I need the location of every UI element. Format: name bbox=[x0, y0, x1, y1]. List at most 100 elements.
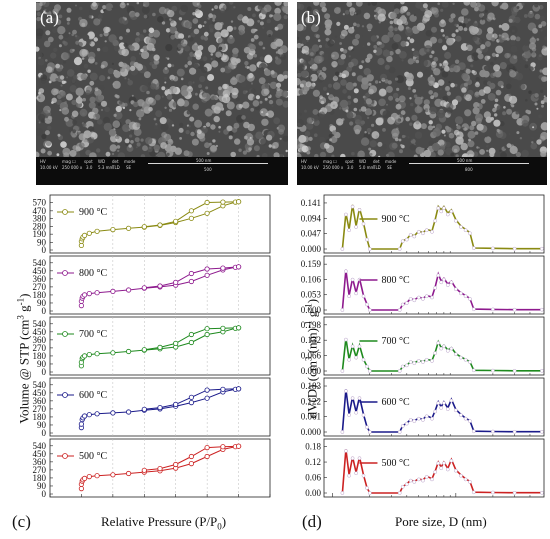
data-point bbox=[82, 232, 88, 239]
sem-particle bbox=[487, 27, 494, 34]
data-point bbox=[347, 228, 351, 233]
sem-particle bbox=[324, 28, 332, 36]
sem-particle bbox=[464, 109, 472, 117]
sem-particle bbox=[452, 2, 455, 5]
sem-particle bbox=[128, 44, 133, 49]
sem-particle bbox=[168, 138, 173, 143]
x-tick-label: 0.4 bbox=[139, 501, 151, 502]
y-tick-label: 90 bbox=[37, 481, 47, 491]
sem-particle bbox=[208, 24, 215, 30]
sem-particle bbox=[521, 119, 529, 127]
sem-particle bbox=[126, 3, 129, 6]
sem-particle bbox=[508, 93, 512, 97]
sem-particle bbox=[75, 87, 84, 97]
data-point bbox=[220, 444, 226, 450]
sem-particle bbox=[401, 134, 406, 139]
sem-particle bbox=[47, 36, 54, 43]
sem-particle bbox=[409, 122, 413, 126]
data-point bbox=[365, 364, 369, 369]
sem-particle bbox=[190, 32, 196, 38]
data-point bbox=[188, 278, 194, 285]
sem-particle bbox=[228, 135, 233, 140]
data-point bbox=[491, 368, 495, 373]
sem-particle bbox=[126, 145, 134, 152]
sem-particle bbox=[78, 41, 83, 47]
sem-particle bbox=[100, 108, 104, 112]
sem-particle bbox=[249, 64, 257, 72]
sem-particle bbox=[253, 53, 257, 58]
sem-particle bbox=[298, 134, 307, 143]
sem-particle bbox=[153, 133, 158, 139]
sem-particle bbox=[409, 14, 417, 22]
data-point bbox=[442, 461, 446, 466]
sem-det: det bbox=[373, 159, 380, 164]
data-point bbox=[424, 357, 429, 362]
y-tick-label: 450 bbox=[33, 388, 47, 398]
sem-particle bbox=[488, 147, 496, 155]
data-point bbox=[412, 234, 417, 239]
sem-particle bbox=[36, 91, 39, 96]
sem-particle bbox=[399, 114, 403, 118]
distribution-line bbox=[341, 449, 542, 494]
sem-particle bbox=[490, 61, 494, 66]
sem-particle bbox=[59, 75, 65, 80]
sem-particle bbox=[255, 95, 260, 100]
sem-scale-bar bbox=[148, 163, 268, 164]
sem-particle bbox=[502, 111, 507, 116]
sem-particle bbox=[148, 106, 153, 112]
data-point bbox=[204, 445, 210, 451]
sem-particle bbox=[312, 9, 319, 16]
data-point bbox=[463, 294, 468, 299]
isotherm-x-axis-label: Relative Pressure (P/P0) bbox=[101, 514, 226, 532]
sem-particle bbox=[540, 84, 544, 88]
sem-particle bbox=[534, 93, 539, 98]
data-point bbox=[357, 456, 362, 461]
sem-particle bbox=[141, 101, 150, 110]
sem-particle bbox=[336, 21, 341, 26]
pore-x-axis-label: Pore size, D (nm) bbox=[395, 514, 487, 529]
sem-particle bbox=[524, 64, 529, 69]
sem-particle bbox=[41, 133, 47, 140]
sem-particle bbox=[364, 108, 372, 116]
sem-hv-value: 10.00 kV bbox=[301, 165, 319, 170]
sem-particle bbox=[259, 100, 263, 104]
sem-particle bbox=[432, 128, 441, 137]
data-point bbox=[357, 207, 362, 212]
y-tick-label: 0.122 bbox=[301, 396, 321, 406]
data-point bbox=[421, 418, 425, 422]
sem-particle bbox=[153, 144, 160, 151]
sem-particle bbox=[514, 16, 521, 24]
sem-particle bbox=[407, 36, 411, 40]
data-point bbox=[110, 350, 116, 356]
sem-particle bbox=[510, 45, 518, 53]
sem-particle bbox=[243, 135, 248, 140]
sem-particle bbox=[213, 106, 221, 114]
sem-particle bbox=[51, 27, 58, 34]
sem-particle bbox=[441, 70, 449, 78]
sem-particle bbox=[469, 58, 472, 62]
sem-particle bbox=[238, 14, 244, 20]
sem-particle bbox=[455, 35, 462, 42]
y-tick-label: 0.18 bbox=[305, 442, 321, 452]
sem-particle bbox=[161, 95, 164, 98]
data-point bbox=[397, 308, 402, 312]
sem-image-b: (b) HV mag ☐ spot WD det mode 10.00 kV 2… bbox=[297, 2, 547, 185]
sem-particle bbox=[461, 8, 469, 16]
sem-particle bbox=[122, 106, 126, 110]
sem-particle bbox=[65, 93, 73, 101]
panel-label-d: (d) bbox=[302, 512, 322, 531]
sem-particle bbox=[105, 26, 111, 33]
sem-particle bbox=[542, 45, 546, 49]
sem-particle bbox=[305, 81, 312, 88]
data-point bbox=[204, 199, 210, 206]
data-point bbox=[408, 418, 413, 422]
sem-particle bbox=[484, 9, 488, 13]
sem-particle bbox=[220, 7, 226, 13]
sem-spot-value: 3.0 bbox=[347, 165, 354, 170]
sem-particle bbox=[340, 153, 346, 157]
data-point bbox=[367, 369, 372, 373]
sem-particle bbox=[377, 141, 383, 147]
legend-label: 800 °C bbox=[79, 268, 107, 279]
data-point bbox=[94, 228, 100, 234]
